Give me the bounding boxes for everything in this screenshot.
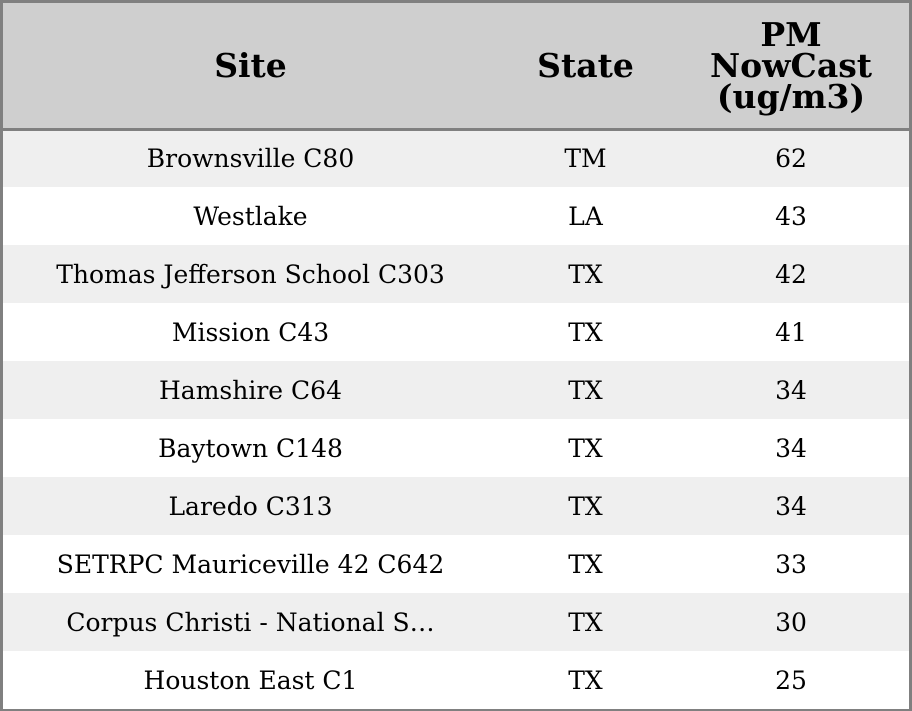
header-pm-line-2: NowCast (709, 45, 873, 85)
site-cell: Thomas Jefferson School C303 (56, 259, 445, 289)
site-cell: Corpus Christi - National S… (66, 607, 435, 637)
table-row: Hamshire C64 TX 34 (3, 361, 909, 419)
state-cell: TX (568, 491, 603, 521)
pm-value-cell: 34 (775, 491, 807, 521)
header-pm-line-1: PM (760, 14, 822, 54)
table-row: Laredo C313 TX 34 (3, 477, 909, 535)
table-row: SETRPC Mauriceville 42 C642 TX 33 (3, 535, 909, 593)
header-pm-line-3: (ug/m3) (716, 76, 866, 116)
pm-value-cell: 30 (775, 607, 807, 637)
pm-nowcast-table: Site State PM NowCast (ug/m3) Brownsvill… (3, 3, 909, 709)
pm-value-cell: 62 (775, 144, 807, 174)
header-row: Site State PM NowCast (ug/m3) (3, 3, 909, 131)
state-cell: TX (568, 607, 603, 637)
table-row: Thomas Jefferson School C303 TX 42 (3, 245, 909, 303)
site-cell: Mission C43 (171, 317, 330, 347)
site-cell: Houston East C1 (143, 665, 358, 695)
state-cell: TX (568, 375, 603, 405)
table-row: Houston East C1 TX 25 (3, 651, 909, 709)
pm-value-cell: 42 (775, 259, 807, 289)
table-row: Mission C43 TX 41 (3, 303, 909, 361)
state-cell: TX (568, 259, 603, 289)
pm-value-cell: 34 (775, 433, 807, 463)
site-cell: Brownsville C80 (146, 144, 355, 174)
header-state-line: State (537, 45, 634, 85)
site-cell: SETRPC Mauriceville 42 C642 (56, 549, 445, 579)
site-cell: Hamshire C64 (159, 375, 342, 405)
state-cell: TX (568, 665, 603, 695)
table-body: Brownsville C80 TM 62 Westlake LA 43 Thomas Je… (3, 129, 909, 709)
table-row: Brownsville C80 TM 62 (3, 129, 909, 187)
state-cell: TX (568, 433, 603, 463)
header-pm-nowcast: PM NowCast (ug/m3) (673, 3, 909, 131)
table-row: Westlake LA 43 (3, 187, 909, 245)
site-cell: Baytown C148 (158, 433, 343, 463)
state-cell: TX (568, 317, 603, 347)
pm-value-cell: 41 (775, 317, 807, 347)
state-cell: LA (568, 201, 603, 231)
table-row: Baytown C148 TX 34 (3, 419, 909, 477)
site-cell: Westlake (193, 201, 308, 231)
pm-value-cell: 43 (775, 201, 807, 231)
table-header: Site State PM NowCast (ug/m3) (3, 3, 909, 131)
header-site-line: Site (214, 45, 287, 85)
pm-value-cell: 33 (775, 549, 807, 579)
state-cell: TM (564, 144, 607, 174)
pm-value-cell: 25 (775, 665, 807, 695)
header-state: State (498, 3, 673, 131)
table-row: Corpus Christi - National S… TX 30 (3, 593, 909, 651)
site-cell: Laredo C313 (168, 491, 333, 521)
state-cell: TX (568, 549, 603, 579)
header-site: Site (3, 3, 498, 131)
pm-value-cell: 34 (775, 375, 807, 405)
